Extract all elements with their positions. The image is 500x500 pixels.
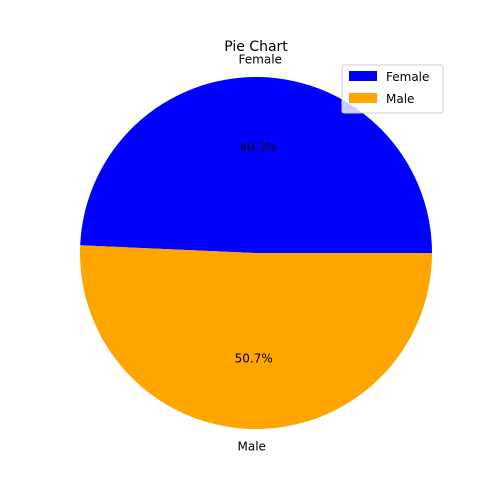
slice-label-female: Female: [239, 52, 282, 66]
legend-label-male: Male: [386, 92, 414, 106]
pie-slice-female: [80, 76, 433, 253]
slice-pct-male: 50.7%: [235, 352, 273, 366]
pie-labels: Female 49.3% Male 50.7%: [235, 52, 282, 453]
slice-pct-female: 49.3%: [239, 140, 277, 154]
pie-slice-male: [80, 245, 433, 429]
legend-label-female: Female: [386, 70, 429, 84]
legend-swatch-male: [349, 93, 377, 103]
slice-label-male: Male: [238, 440, 266, 454]
legend-swatch-female: [349, 71, 377, 81]
chart-title: Pie Chart: [224, 39, 288, 55]
pie-slices: [80, 76, 433, 429]
legend: Female Male: [341, 64, 444, 114]
